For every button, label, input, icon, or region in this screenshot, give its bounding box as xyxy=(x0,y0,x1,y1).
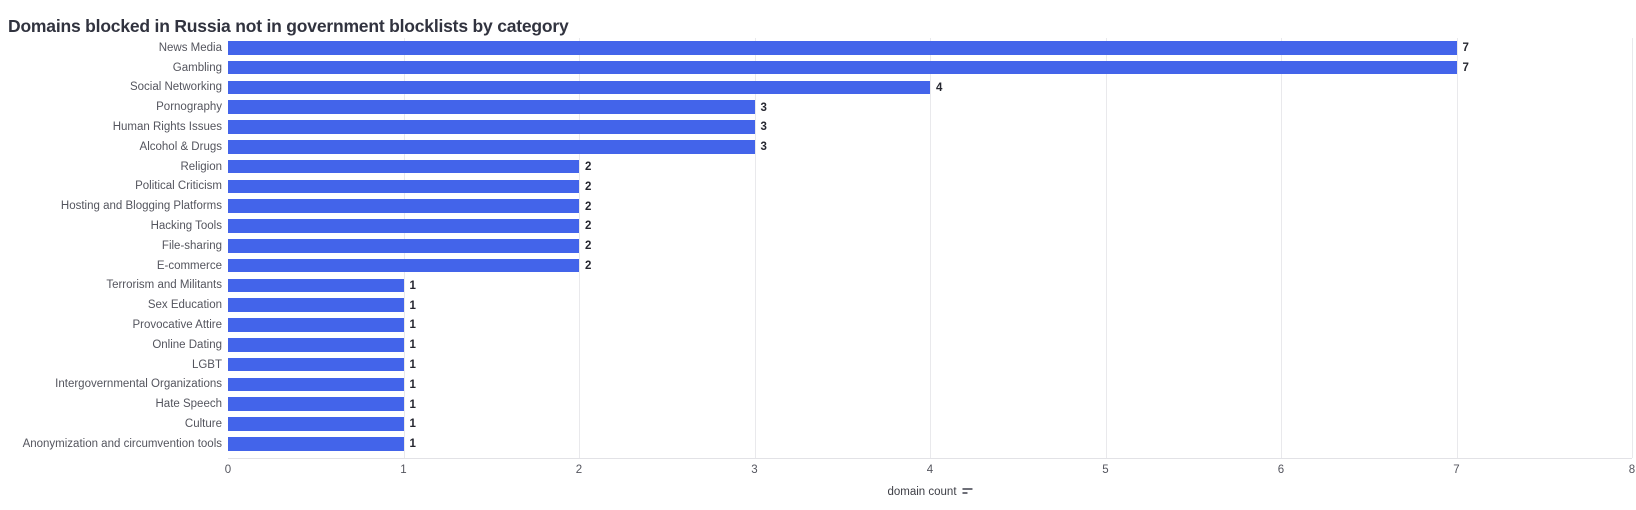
gridline xyxy=(1456,38,1458,458)
category-label: Online Dating xyxy=(152,338,222,351)
bar-value-label: 1 xyxy=(409,418,416,431)
bar xyxy=(228,41,1457,55)
bar-value-label: 1 xyxy=(409,438,416,451)
bar-value-label: 3 xyxy=(760,121,767,134)
x-tick-label: 7 xyxy=(1453,464,1460,476)
bar-value-label: 1 xyxy=(409,319,416,332)
bar-value-label: 3 xyxy=(760,101,767,114)
bar xyxy=(228,140,755,154)
sort-descending-icon xyxy=(962,488,973,496)
bar xyxy=(228,219,579,233)
category-label: Terrorism and Militants xyxy=(106,279,222,292)
bar xyxy=(228,60,1457,75)
x-axis-title-label: domain count xyxy=(887,486,957,498)
category-label: File-sharing xyxy=(161,239,222,252)
bar xyxy=(228,338,404,352)
bar xyxy=(228,437,404,451)
gridline xyxy=(1281,38,1282,458)
bar-value-label: 1 xyxy=(409,339,416,352)
bar xyxy=(228,357,404,372)
x-tick-label: 0 xyxy=(224,464,232,476)
bar-value-label: 1 xyxy=(409,299,416,312)
gridline xyxy=(1105,38,1107,458)
gridline xyxy=(754,38,756,458)
bar-value-label: 2 xyxy=(585,260,592,273)
category-label: Hate Speech xyxy=(155,398,223,411)
category-label: Alcohol & Drugs xyxy=(139,140,222,153)
category-label: News Media xyxy=(158,41,222,54)
bar xyxy=(228,80,930,95)
bar xyxy=(228,100,755,114)
category-label: LGBT xyxy=(191,358,222,371)
x-tick-label: 3 xyxy=(751,464,758,476)
category-label: Culture xyxy=(184,417,222,430)
category-label: E-commerce xyxy=(156,259,222,272)
bar-value-label: 2 xyxy=(585,240,592,253)
x-tick-label: 6 xyxy=(1277,464,1285,476)
bar-value-label: 4 xyxy=(936,81,943,94)
category-label: Political Criticism xyxy=(135,180,222,193)
bar xyxy=(228,417,404,431)
bar xyxy=(228,120,755,134)
bar-value-label: 1 xyxy=(409,359,416,372)
bar-value-label: 2 xyxy=(585,180,592,193)
bar xyxy=(228,239,579,253)
category-label: Hacking Tools xyxy=(150,219,222,232)
x-tick-label: 1 xyxy=(400,464,407,476)
category-label: Pornography xyxy=(156,101,222,114)
bar-value-label: 1 xyxy=(409,378,416,391)
bar xyxy=(228,298,404,312)
category-label: Social Networking xyxy=(129,81,222,94)
x-axis-line xyxy=(228,457,1632,459)
bar-value-label: 1 xyxy=(409,279,416,292)
bar-value-label: 2 xyxy=(585,200,592,213)
category-label: Human Rights Issues xyxy=(112,120,222,133)
bar xyxy=(228,377,404,392)
bar xyxy=(228,179,579,194)
bar-value-label: 7 xyxy=(1462,42,1469,55)
gridline xyxy=(1632,38,1633,458)
bar xyxy=(228,397,404,411)
x-tick-label: 4 xyxy=(926,464,934,476)
bar xyxy=(228,159,579,174)
bar-value-label: 1 xyxy=(409,398,416,411)
bar xyxy=(228,318,404,332)
x-tick-label: 8 xyxy=(1628,464,1636,476)
category-label: Intergovernmental Organizations xyxy=(55,378,222,391)
bar-value-label: 2 xyxy=(585,220,592,233)
x-tick-label: 2 xyxy=(575,464,583,476)
category-label: Anonymization and circumvention tools xyxy=(22,437,222,450)
category-label: Religion xyxy=(180,160,222,173)
bar-value-label: 7 xyxy=(1462,62,1469,75)
gridline xyxy=(930,38,931,458)
bar xyxy=(228,258,579,273)
x-axis-title: domain count xyxy=(887,486,973,498)
chart-title: Domains blocked in Russia not in governm… xyxy=(8,15,569,36)
category-label: Gambling xyxy=(172,61,222,74)
category-label: Hosting and Blogging Platforms xyxy=(60,200,222,213)
x-tick-label: 5 xyxy=(1102,464,1109,476)
bar-value-label: 2 xyxy=(585,161,592,174)
bar xyxy=(228,278,404,293)
category-label: Sex Education xyxy=(147,299,222,312)
bar xyxy=(228,199,579,213)
bar-value-label: 3 xyxy=(760,141,767,154)
category-label: Provocative Attire xyxy=(132,318,222,331)
gridline xyxy=(579,38,580,458)
